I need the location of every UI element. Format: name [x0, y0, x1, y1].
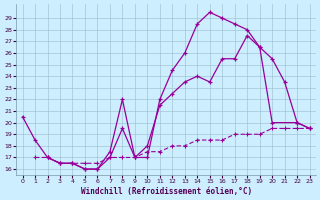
- X-axis label: Windchill (Refroidissement éolien,°C): Windchill (Refroidissement éolien,°C): [81, 187, 252, 196]
